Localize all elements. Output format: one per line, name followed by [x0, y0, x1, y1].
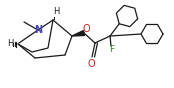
Text: O: O: [82, 24, 90, 34]
Text: H: H: [7, 40, 13, 48]
Text: H: H: [53, 7, 59, 17]
Text: N: N: [34, 25, 42, 35]
Polygon shape: [72, 31, 85, 36]
Text: F: F: [109, 45, 114, 54]
Text: O: O: [87, 59, 95, 69]
